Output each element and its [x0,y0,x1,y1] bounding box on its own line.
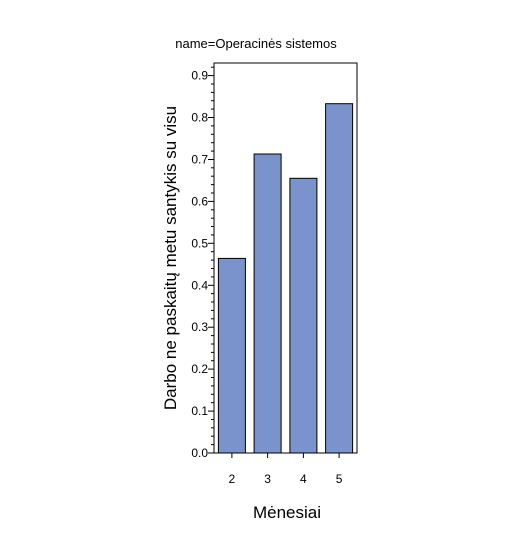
y-tick-label-0.3: 0.3 [191,320,208,334]
y-tick-label-0.4: 0.4 [191,278,208,292]
y-tick-label-0.9: 0.9 [191,69,208,83]
bar-2 [217,257,246,454]
y-tick-label-0.8: 0.8 [191,111,208,125]
bars-layer [217,103,354,454]
bar-5 [325,103,354,454]
y-tick-label-0.6: 0.6 [191,194,208,208]
x-axis-label: Mėnesiai [253,503,321,522]
axis-layer: 2 3 4 5 0.0 0.1 0.2 0.3 0.4 0.5 0.6 0.7 0.8 0.9 [191,66,343,486]
bar-3 [253,153,282,454]
x-tick-label-2: 2 [229,472,236,486]
x-tick-label-5: 5 [336,472,343,486]
y-axis-label: Darbo ne paskaitų metu santykis su visu [161,106,180,410]
x-tick-label-4: 4 [300,472,307,486]
plot-frame [213,62,358,454]
y-tick-label-0.0: 0.0 [191,446,208,460]
y-tick-label-0.5: 0.5 [191,236,208,250]
y-tick-label-0.2: 0.2 [191,362,208,376]
chart-title: name=Operacinės sistemos [175,36,337,51]
x-tick-label-3: 3 [264,472,271,486]
y-tick-label-0.1: 0.1 [191,404,208,418]
y-tick-label-0.7: 0.7 [191,153,208,167]
bar-4 [289,177,318,454]
